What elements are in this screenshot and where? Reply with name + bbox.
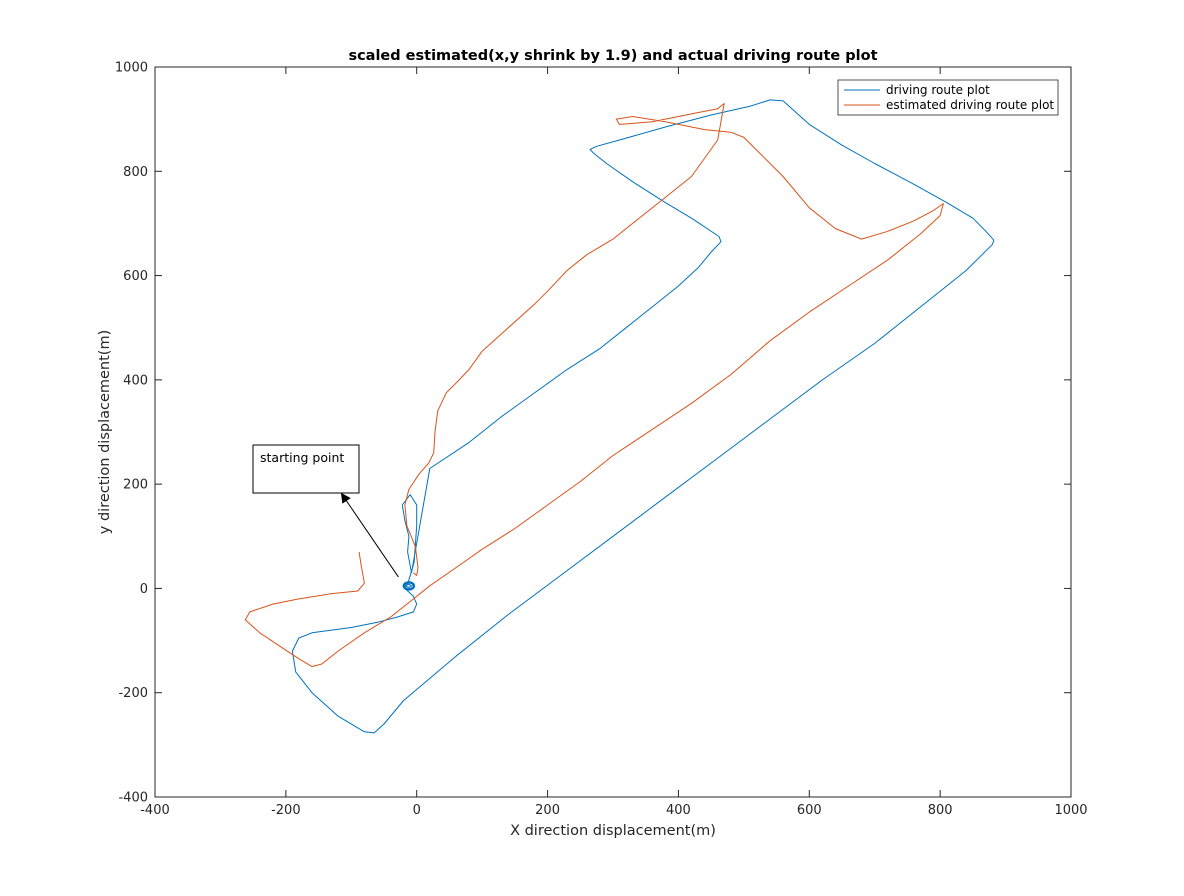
series-line-driving-route bbox=[291, 99, 995, 734]
series-line-estimated-route bbox=[244, 103, 944, 668]
series-layer bbox=[244, 99, 995, 734]
y-axis-label: y direction displacement(m) bbox=[97, 330, 113, 535]
x-tick-label: 600 bbox=[797, 803, 822, 818]
y-tick-label: 800 bbox=[123, 165, 148, 180]
annotation-arrow bbox=[340, 492, 399, 578]
annotation-text: starting point bbox=[260, 450, 344, 465]
x-tick-label: 1000 bbox=[1054, 803, 1087, 818]
annotation: starting point bbox=[252, 444, 399, 578]
legend-label-driving: driving route plot bbox=[886, 83, 990, 97]
x-tick-label: 0 bbox=[413, 803, 421, 818]
legend: driving route plot estimated driving rou… bbox=[837, 79, 1059, 116]
y-tick-label: 1000 bbox=[115, 61, 148, 76]
x-tick-label: -200 bbox=[271, 803, 301, 818]
chart-title: scaled estimated(x,y shrink by 1.9) and … bbox=[348, 48, 877, 64]
x-tick-label: 800 bbox=[928, 803, 953, 818]
x-tick-label: 400 bbox=[666, 803, 691, 818]
y-tick-label: -200 bbox=[118, 686, 148, 701]
start-marker bbox=[402, 581, 416, 591]
legend-label-estimated: estimated driving route plot bbox=[886, 98, 1054, 112]
y-tick-label: 0 bbox=[140, 582, 148, 597]
x-axis-label: X direction displacement(m) bbox=[510, 823, 716, 839]
y-tick-label: -400 bbox=[118, 791, 148, 806]
plot-area bbox=[154, 66, 1072, 798]
axis-ticks: -400 -200 0 200 400 600 800 1000 -400 -200 0 200 400… bbox=[115, 61, 1088, 819]
y-tick-label: 600 bbox=[123, 269, 148, 284]
legend-box bbox=[837, 79, 1059, 116]
y-tick-label: 400 bbox=[123, 373, 148, 388]
y-tick-label: 200 bbox=[123, 478, 148, 493]
x-tick-label: -400 bbox=[140, 803, 170, 818]
annotation-box bbox=[252, 444, 360, 494]
x-tick-label: 200 bbox=[535, 803, 560, 818]
